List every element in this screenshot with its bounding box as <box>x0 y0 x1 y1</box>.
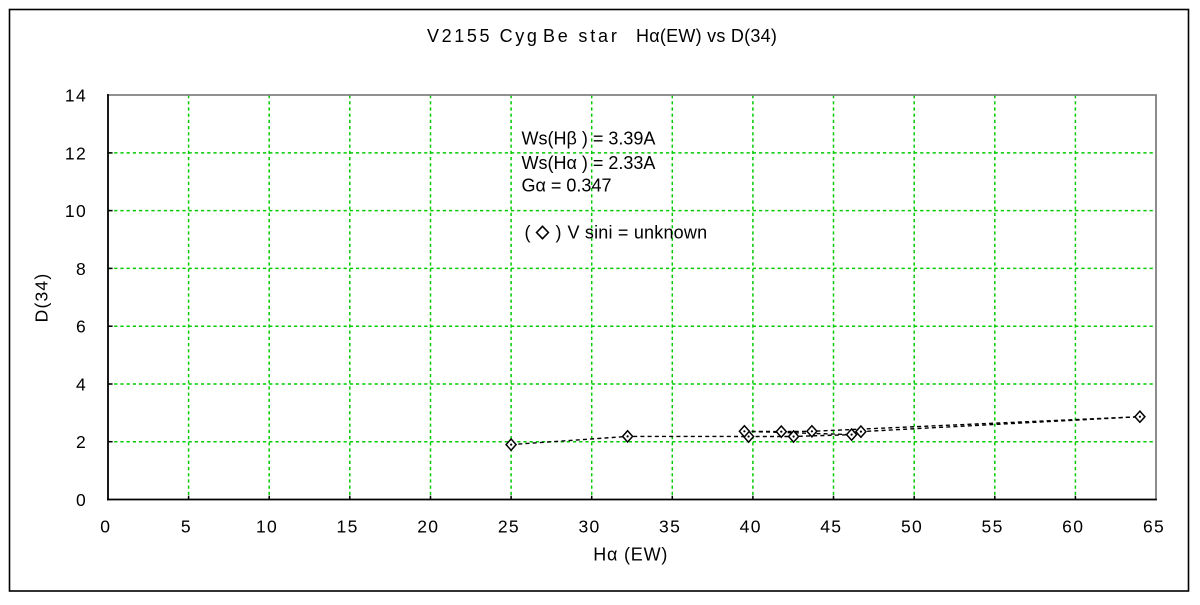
svg-text:Hα (EW): Hα (EW) <box>593 544 668 564</box>
svg-text:45: 45 <box>820 517 842 537</box>
svg-text:40: 40 <box>740 517 762 537</box>
svg-text:Gα = 0.347: Gα = 0.347 <box>522 176 612 196</box>
svg-text:2: 2 <box>76 432 87 452</box>
svg-text:5: 5 <box>181 517 192 537</box>
svg-text:(: ( <box>525 223 531 243</box>
svg-text:65: 65 <box>1143 517 1165 537</box>
svg-text:10: 10 <box>256 517 278 537</box>
svg-text:4: 4 <box>76 374 87 394</box>
svg-text:55: 55 <box>982 517 1004 537</box>
svg-text:Ws(Hβ ) = 3.39A: Ws(Hβ ) = 3.39A <box>522 129 656 149</box>
svg-text:60: 60 <box>1062 517 1084 537</box>
svg-text:Hα(EW) vs D(34): Hα(EW) vs D(34) <box>636 26 777 46</box>
svg-text:0: 0 <box>100 517 111 537</box>
svg-text:D(34): D(34) <box>32 273 52 323</box>
svg-text:0: 0 <box>76 490 87 510</box>
svg-text:8: 8 <box>76 259 87 279</box>
svg-text:30: 30 <box>578 517 600 537</box>
svg-text:12: 12 <box>65 143 87 163</box>
svg-text:10: 10 <box>65 201 87 221</box>
svg-text:14: 14 <box>65 86 87 106</box>
svg-text:35: 35 <box>659 517 681 537</box>
svg-text:Be star: Be star <box>543 26 620 46</box>
svg-text:6: 6 <box>76 317 87 337</box>
svg-text:V sini = unknown: V sini = unknown <box>568 223 708 243</box>
svg-text:25: 25 <box>498 517 520 537</box>
svg-text:Ws(Hα ) = 2.33A: Ws(Hα ) = 2.33A <box>522 153 656 173</box>
svg-text:V2155 Cyg: V2155 Cyg <box>427 26 539 46</box>
svg-text:50: 50 <box>901 517 923 537</box>
svg-text:): ) <box>556 223 562 243</box>
svg-text:20: 20 <box>417 517 439 537</box>
svg-text:15: 15 <box>337 517 359 537</box>
